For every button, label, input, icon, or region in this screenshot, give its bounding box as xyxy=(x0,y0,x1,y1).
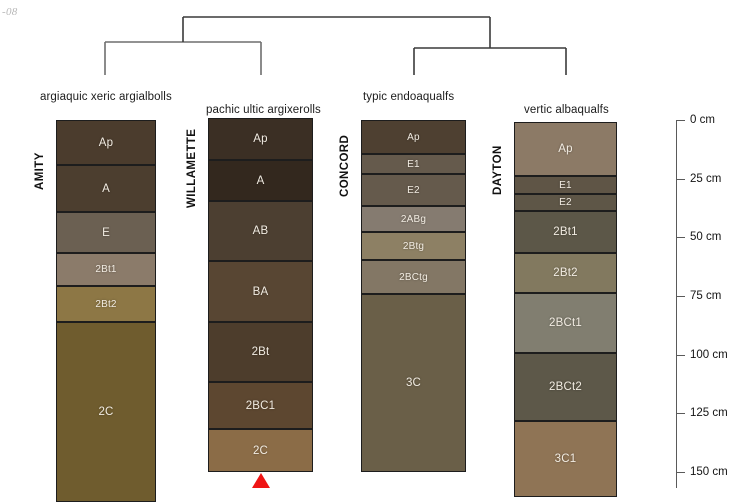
horizon-label: 2Bt2 xyxy=(95,298,117,310)
horizon-label: 2Btg xyxy=(402,240,425,252)
profile-name-willamette: WILLAMETTE xyxy=(186,128,198,208)
horizon-concord-3c[interactable]: 3C xyxy=(361,294,466,472)
horizon-dayton-e2[interactable]: E2 xyxy=(514,194,617,211)
profile-name-amity: AMITY xyxy=(34,152,46,190)
horizon-willamette-ab[interactable]: AB xyxy=(208,201,313,261)
horizon-label: 3C1 xyxy=(554,453,577,465)
horizon-dayton-3c1[interactable]: 3C1 xyxy=(514,421,617,497)
depth-tick-label-50: 50 cm xyxy=(690,231,722,244)
dendrogram xyxy=(104,16,567,75)
horizon-amity-ap[interactable]: Ap xyxy=(56,120,156,165)
horizon-label: E1 xyxy=(559,179,572,191)
horizon-amity-2bt1[interactable]: 2Bt1 xyxy=(56,253,156,286)
depth-tick-0 xyxy=(676,120,685,121)
taxon-label-1: pachic ultic argixerolls xyxy=(206,104,321,116)
horizon-amity-e[interactable]: E xyxy=(56,212,156,253)
horizon-label: 3C xyxy=(405,377,422,389)
depth-axis: 0 cm 25 cm 50 cm 75 cm 100 cm 125 cm 150 cm xyxy=(676,112,750,494)
horizon-willamette-ap[interactable]: Ap xyxy=(208,118,313,160)
horizon-label: 2Bt2 xyxy=(553,267,578,279)
profile-name-dayton: DAYTON xyxy=(492,145,504,195)
horizon-concord-e1[interactable]: E1 xyxy=(361,154,466,174)
depth-tick-50 xyxy=(676,237,685,239)
horizon-amity-a[interactable]: A xyxy=(56,165,156,212)
depth-tick-150 xyxy=(676,472,685,473)
horizon-willamette-ba[interactable]: BA xyxy=(208,261,313,322)
horizon-concord-2bctg[interactable]: 2BCtg xyxy=(361,260,466,294)
corner-stamp: -08 xyxy=(2,6,18,18)
taxon-label-2: typic endoaqualfs xyxy=(363,91,455,103)
horizon-label: Ap xyxy=(253,133,268,145)
horizon-dayton-2bt1[interactable]: 2Bt1 xyxy=(514,211,617,253)
horizon-concord-2btg[interactable]: 2Btg xyxy=(361,232,466,260)
depth-tick-label-75: 75 cm xyxy=(690,290,722,302)
horizon-concord-e2[interactable]: E2 xyxy=(361,174,466,206)
horizon-label: Ap xyxy=(558,143,573,155)
horizon-dayton-2bct2[interactable]: 2BCt2 xyxy=(514,353,617,421)
horizon-label: 2BCtg xyxy=(399,271,428,283)
horizon-label: 2C xyxy=(98,406,114,418)
horizon-concord-2abg[interactable]: 2ABg xyxy=(361,206,466,232)
red-triangle-marker-willamette xyxy=(252,473,270,488)
soil-profile-amity: Ap A E 2Bt1 2Bt2 2C xyxy=(56,0,156,502)
horizon-label: E xyxy=(102,226,110,239)
depth-tick-label-150: 150 cm xyxy=(690,466,728,478)
horizon-willamette-2c[interactable]: 2C xyxy=(208,429,313,472)
depth-tick-label-125: 125 cm xyxy=(690,407,728,420)
horizon-label: E1 xyxy=(407,158,420,170)
horizon-amity-2bt2[interactable]: 2Bt2 xyxy=(56,286,156,322)
horizon-label: A xyxy=(102,182,110,195)
taxon-label-3: vertic albaqualfs xyxy=(524,104,609,116)
horizon-dayton-e1[interactable]: E1 xyxy=(514,176,617,194)
horizon-label: Ap xyxy=(407,131,420,143)
depth-axis-line xyxy=(676,120,677,488)
horizon-dayton-2bt2[interactable]: 2Bt2 xyxy=(514,253,617,293)
horizon-label: 2Bt1 xyxy=(553,226,578,238)
soil-profile-concord: Ap E1 E2 2ABg 2Btg 2BCtg 3C xyxy=(361,0,466,500)
horizon-label: A xyxy=(256,174,265,187)
horizon-label: E2 xyxy=(407,184,420,196)
soil-profile-willamette: Ap A AB BA 2Bt 2BC1 2C xyxy=(208,0,313,500)
horizon-label: 2Bt1 xyxy=(95,264,117,275)
horizon-dayton-ap[interactable]: Ap xyxy=(514,122,617,176)
depth-tick-100 xyxy=(676,354,685,356)
profile-name-concord: CONCORD xyxy=(339,134,351,197)
horizon-label: Ap xyxy=(98,136,114,149)
horizon-willamette-2bc1[interactable]: 2BC1 xyxy=(208,382,313,429)
depth-tick-125 xyxy=(676,413,685,415)
horizon-label: AB xyxy=(252,225,269,237)
depth-tick-label-25: 25 cm xyxy=(690,172,722,185)
horizon-dayton-2bct1[interactable]: 2BCt1 xyxy=(514,293,617,353)
horizon-willamette-a[interactable]: A xyxy=(208,160,313,201)
depth-tick-label-0: 0 cm xyxy=(690,114,715,126)
horizon-amity-2c[interactable]: 2C xyxy=(56,322,156,502)
horizon-willamette-2bt[interactable]: 2Bt xyxy=(208,322,313,382)
horizon-label: 2ABg xyxy=(400,213,427,225)
horizon-label: 2BCt1 xyxy=(549,317,582,329)
horizon-label: 2BC1 xyxy=(245,399,276,412)
horizon-label: BA xyxy=(252,285,269,298)
horizon-label: E2 xyxy=(559,197,572,208)
depth-tick-25 xyxy=(676,178,685,180)
horizon-label: 2C xyxy=(252,444,269,457)
horizon-label: 2BCt2 xyxy=(549,381,582,393)
taxon-label-0: argiaquic xeric argialbolls xyxy=(40,91,172,103)
depth-tick-75 xyxy=(676,296,685,297)
depth-tick-label-100: 100 cm xyxy=(690,348,728,361)
soil-profile-dayton: Ap E1 E2 2Bt1 2Bt2 2BCt1 2BCt2 3C1 xyxy=(514,0,617,500)
horizon-label: 2Bt xyxy=(251,346,270,358)
horizon-concord-ap[interactable]: Ap xyxy=(361,120,466,154)
